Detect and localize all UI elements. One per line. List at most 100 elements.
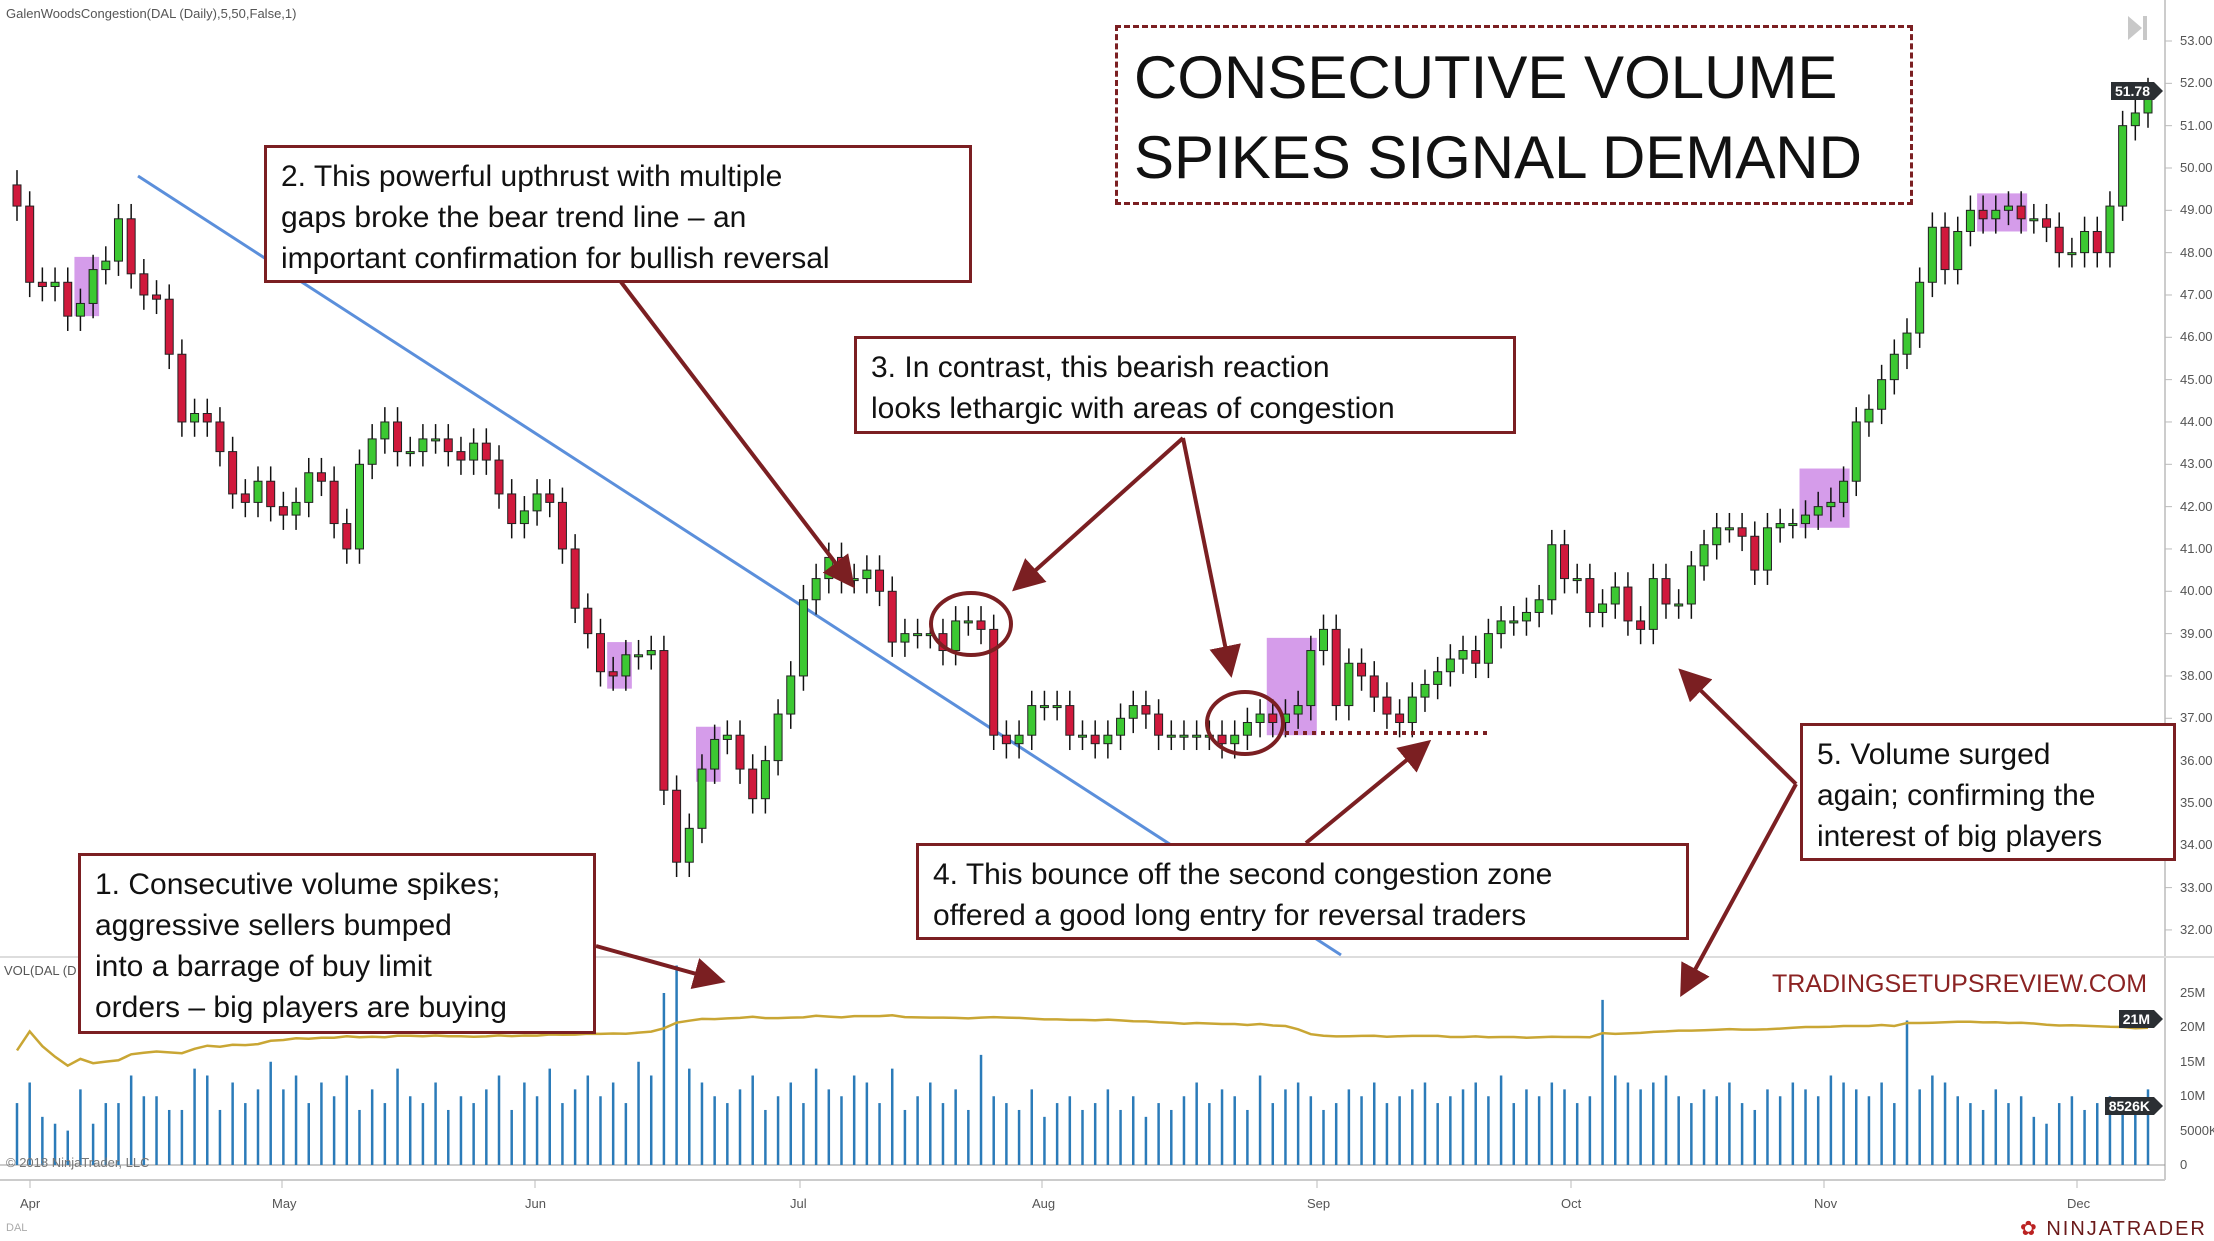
candle-body — [278, 506, 288, 516]
arrow-3a — [1012, 436, 1185, 592]
candle-body — [621, 654, 631, 677]
candle — [1547, 529, 1557, 615]
candle-body — [304, 472, 314, 503]
month-tick-label: Jul — [790, 1196, 807, 1211]
candle — [1001, 720, 1011, 759]
candle — [519, 496, 529, 539]
candle — [951, 606, 961, 666]
candle — [63, 267, 73, 331]
candle-body — [1065, 705, 1075, 736]
candle-body — [1255, 713, 1265, 724]
candle-body — [481, 442, 491, 461]
volume-tick-label: 20M — [2180, 1019, 2206, 1035]
candle — [1826, 487, 1836, 522]
candle — [2029, 203, 2039, 234]
candle-body — [1813, 506, 1823, 516]
candle-body — [1953, 230, 1963, 271]
candle — [1420, 669, 1430, 712]
candle — [659, 635, 669, 806]
last-volume-tag: 8526K — [2104, 1097, 2164, 1115]
candle-body — [1610, 586, 1620, 605]
candle-body — [1686, 565, 1696, 605]
candle-body — [1851, 421, 1861, 482]
candle-body — [405, 451, 415, 455]
candle — [557, 487, 567, 564]
candle — [1331, 614, 1341, 721]
candle-body — [2080, 230, 2090, 254]
candle-body — [164, 298, 174, 355]
candle — [1052, 690, 1062, 721]
candle — [1585, 563, 1595, 628]
month-tick-label: Aug — [1032, 1196, 1056, 1211]
candle-body — [1737, 527, 1747, 537]
candle — [215, 407, 225, 467]
candle-body — [1407, 696, 1417, 724]
candle — [1192, 720, 1202, 751]
candle-body — [1420, 683, 1430, 698]
candle-body — [469, 442, 479, 461]
candle-body — [748, 768, 758, 800]
candle-body — [113, 218, 123, 262]
candle — [798, 584, 808, 691]
candle-body — [431, 438, 441, 442]
candle-body — [2042, 218, 2052, 228]
candle-body — [875, 569, 885, 592]
candle — [1940, 212, 1950, 285]
candle — [164, 284, 174, 370]
volume-tick-label: 15M — [2180, 1053, 2206, 1069]
candle-body — [228, 451, 238, 495]
annotation-marks — [929, 591, 1492, 756]
candle-body — [1369, 675, 1379, 698]
candle-body — [1661, 578, 1671, 605]
arrow-5a — [1678, 668, 1798, 786]
candle — [1801, 500, 1811, 539]
candle-body — [1547, 544, 1557, 601]
candle-body — [557, 501, 567, 550]
candle — [1965, 195, 1975, 247]
candle — [760, 745, 770, 814]
candle-body — [37, 281, 47, 288]
price-tick-label: 50.00 — [2180, 159, 2213, 175]
candle — [887, 576, 897, 657]
candle-body — [215, 421, 225, 453]
candle-body — [849, 578, 859, 582]
candle — [1534, 584, 1544, 628]
copyright: © 2018 NinjaTrader, LLC — [6, 1155, 150, 1170]
price-tick-label: 38.00 — [2180, 667, 2213, 683]
candle-body — [1433, 671, 1443, 685]
candle — [2130, 98, 2140, 141]
candle-body — [1648, 578, 1658, 630]
candle — [266, 466, 276, 522]
arrow-2 — [619, 280, 855, 589]
candle-body — [1750, 535, 1760, 571]
annotation-4: 4. This bounce off the second congestion… — [916, 843, 1689, 940]
arrow-3b — [1181, 437, 1241, 678]
candle-body — [1585, 578, 1595, 613]
annotation-3: 3. In contrast, this bearish reaction lo… — [854, 336, 1516, 434]
price-tick-label: 49.00 — [2180, 202, 2213, 218]
candle-body — [1877, 379, 1887, 410]
price-tick-label: 46.00 — [2180, 329, 2213, 345]
candle-body — [1509, 620, 1519, 624]
price-tick-label: 43.00 — [2180, 456, 2213, 472]
skip-to-end-icon[interactable] — [2128, 16, 2147, 40]
candle-body — [1915, 281, 1925, 334]
candle-body — [887, 590, 897, 643]
candle — [1813, 491, 1823, 530]
candle — [570, 534, 580, 624]
price-tick-label: 44.00 — [2180, 413, 2213, 429]
candle — [646, 635, 656, 670]
price-tick-label: 35.00 — [2180, 794, 2213, 810]
candle-body — [1090, 734, 1100, 745]
candle — [1128, 690, 1138, 734]
candle-body — [1864, 408, 1874, 423]
candle — [608, 656, 618, 691]
candle — [1306, 635, 1316, 721]
candle — [1458, 635, 1468, 674]
candle — [113, 203, 123, 276]
ninjatrader-logo: ✿ NINJATRADER — [2020, 1218, 2207, 1240]
arrow-1 — [595, 944, 726, 989]
candle-body — [316, 472, 326, 482]
candle — [1915, 267, 1925, 348]
